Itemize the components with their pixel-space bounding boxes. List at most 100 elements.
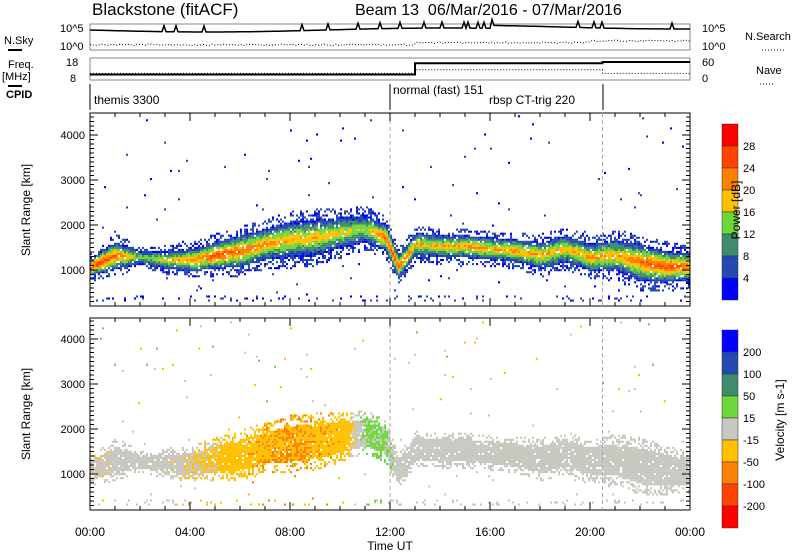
- echo-cell: [586, 254, 588, 258]
- echo-cell: [264, 234, 266, 237]
- echo-cell: [630, 254, 632, 258]
- echo-cell: [376, 214, 378, 217]
- echo-cell: [654, 283, 656, 286]
- echo-cell: [508, 240, 510, 243]
- echo-cell: [618, 256, 620, 260]
- echo-cell: [632, 261, 634, 264]
- echo-cell: [352, 218, 354, 221]
- echo-cell: [300, 250, 302, 253]
- echo-cell: [322, 246, 324, 249]
- echo-cell: [110, 256, 112, 260]
- echo-cell: [302, 240, 304, 243]
- echo-cell: [254, 267, 256, 270]
- echo-cell: [358, 232, 360, 235]
- echo-cell: [106, 246, 108, 249]
- echo-cell: [350, 295, 352, 298]
- echo-cell: [290, 238, 292, 241]
- echo-cell: [610, 261, 612, 264]
- echo-cell: [220, 297, 222, 300]
- echo-cell: [530, 271, 532, 274]
- echo-cell: [640, 269, 642, 272]
- echo-cell: [102, 277, 104, 280]
- echo-cell: [256, 230, 258, 233]
- echo-cell: [606, 277, 608, 280]
- echo-cell: [666, 244, 668, 247]
- echo-cell: [420, 256, 422, 260]
- echo-cell: [270, 240, 272, 243]
- echo-cell: [670, 127, 672, 130]
- echo-cell: [342, 244, 344, 247]
- echo-cell: [644, 281, 646, 284]
- echo-cell: [444, 244, 446, 247]
- echo-cell: [472, 254, 474, 258]
- echo-cell: [374, 232, 376, 235]
- echo-cell: [188, 256, 190, 260]
- echo-cell: [246, 246, 248, 249]
- echo-cell: [230, 240, 232, 243]
- echo-cell: [354, 238, 356, 241]
- echo-cell: [540, 242, 542, 245]
- echo-cell: [532, 273, 534, 276]
- echo-cell: [278, 242, 280, 245]
- echo-cell: [232, 246, 234, 249]
- echo-cell: [174, 267, 176, 270]
- echo-cell: [656, 263, 658, 266]
- echo-cell: [492, 236, 494, 239]
- echo-cell: [370, 224, 372, 227]
- echo-cell: [298, 252, 300, 256]
- echo-cell: [168, 273, 170, 276]
- echo-cell: [650, 250, 652, 253]
- echo-cell: [598, 299, 600, 302]
- echo-cell: [378, 212, 380, 215]
- echo-cell: [190, 267, 192, 270]
- echo-cell: [626, 254, 628, 258]
- echo-cell: [608, 254, 610, 258]
- echo-cell: [228, 263, 230, 266]
- echo-cell: [278, 297, 280, 300]
- echo-cell: [270, 244, 272, 247]
- echo-cell: [664, 275, 666, 278]
- echo-cell: [478, 242, 480, 245]
- echo-cell: [680, 259, 682, 262]
- echo-cell: [124, 261, 126, 264]
- echo-cell: [248, 236, 250, 239]
- echo-cell: [232, 238, 234, 241]
- echo-cell: [186, 254, 188, 258]
- echo-cell: [294, 250, 296, 253]
- echo-cell: [296, 246, 298, 249]
- echo-cell: [562, 267, 564, 270]
- echo-cell: [644, 279, 646, 282]
- echo-cell: [618, 277, 620, 280]
- echo-cell: [222, 244, 224, 247]
- echo-cell: [262, 222, 264, 225]
- echo-cell: [248, 242, 250, 245]
- cpid-segment: normal (fast) 151: [393, 83, 484, 97]
- echo-cell: [672, 271, 674, 274]
- echo-cell: [446, 252, 448, 256]
- echo-cell: [494, 246, 496, 249]
- echo-cell: [668, 267, 670, 270]
- echo-cell: [454, 244, 456, 247]
- echo-cell: [648, 287, 650, 290]
- echo-cell: [314, 230, 316, 233]
- echo-cell: [490, 250, 492, 253]
- echo-cell: [98, 265, 100, 268]
- echo-cell: [222, 261, 224, 264]
- echo-cell: [296, 230, 298, 233]
- echo-cell: [442, 236, 444, 239]
- echo-cell: [224, 238, 226, 241]
- echo-cell: [536, 263, 538, 266]
- echo-cell: [608, 273, 610, 276]
- echo-cell: [264, 259, 266, 262]
- echo-cell: [460, 254, 462, 258]
- echo-cell: [558, 261, 560, 264]
- echo-cell: [668, 287, 670, 290]
- echo-cell: [210, 273, 212, 276]
- echo-cell: [468, 240, 470, 243]
- echo-cell: [666, 267, 668, 270]
- echo-cell: [502, 265, 504, 268]
- echo-cell: [246, 269, 248, 272]
- echo-cell: [654, 250, 656, 253]
- echo-cell: [592, 267, 594, 270]
- echo-cell: [328, 208, 330, 211]
